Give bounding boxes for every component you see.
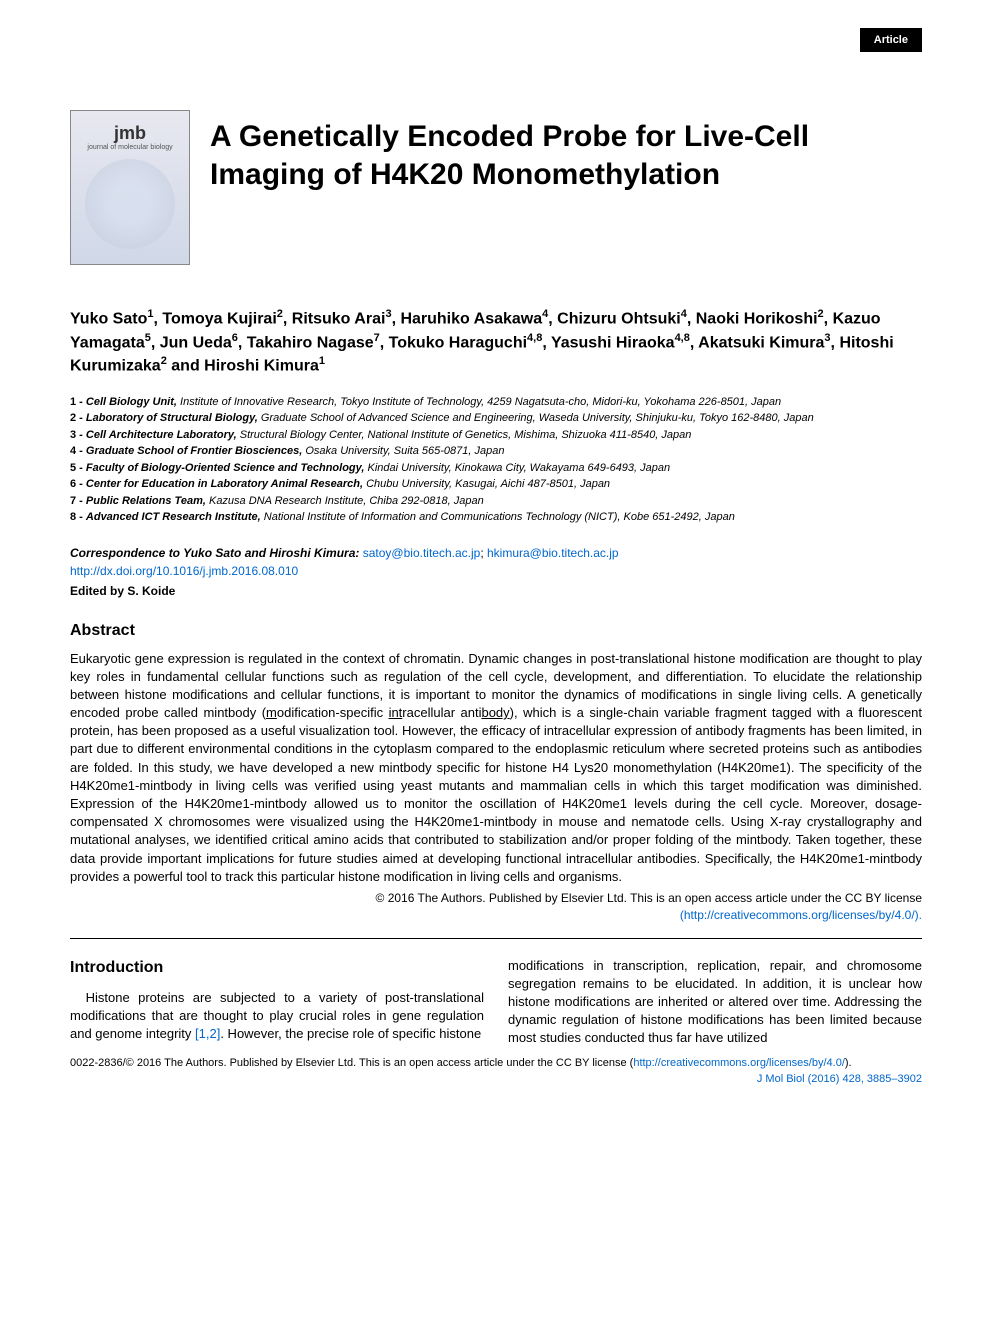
affiliations-list: 1 - Cell Biology Unit, Institute of Inno… <box>70 394 922 526</box>
affiliation-item: 1 - Cell Biology Unit, Institute of Inno… <box>70 394 922 411</box>
correspondence-email-1[interactable]: satoy@bio.titech.ac.jp <box>363 546 481 560</box>
license-url[interactable]: (http://creativecommons.org/licenses/by/… <box>680 908 922 922</box>
journal-abbrev: jmb <box>114 123 146 144</box>
footer-close-paren: ). <box>845 1057 852 1069</box>
affiliation-item: 7 - Public Relations Team, Kazusa DNA Re… <box>70 493 922 510</box>
journal-cover-art-icon <box>85 159 175 249</box>
introduction-heading: Introduction <box>70 957 484 979</box>
intro-para-left: Histone proteins are subjected to a vari… <box>70 989 484 1044</box>
intro-para-right: modifications in transcription, replicat… <box>508 957 922 1048</box>
abstract-heading: Abstract <box>70 622 922 640</box>
intro-col-right: modifications in transcription, replicat… <box>508 957 922 1048</box>
section-divider <box>70 938 922 939</box>
affiliation-item: 5 - Faculty of Biology-Oriented Science … <box>70 460 922 477</box>
edited-by: Edited by S. Koide <box>70 582 922 600</box>
correspondence-email-2[interactable]: hkimura@bio.titech.ac.jp <box>487 546 619 560</box>
article-type-badge: Article <box>860 28 922 52</box>
authors-list: Yuko Sato1, Tomoya Kujirai2, Ritsuko Ara… <box>70 307 922 378</box>
license-line: © 2016 The Authors. Published by Elsevie… <box>376 891 922 905</box>
doi-link[interactable]: http://dx.doi.org/10.1016/j.jmb.2016.08.… <box>70 564 298 578</box>
ref-link[interactable]: [1,2] <box>195 1026 220 1041</box>
correspondence-block: Correspondence to Yuko Sato and Hiroshi … <box>70 544 922 600</box>
footer-citation: J Mol Biol (2016) 428, 3885–3902 <box>757 1073 922 1085</box>
affiliation-item: 3 - Cell Architecture Laboratory, Struct… <box>70 427 922 444</box>
journal-cover-icon: jmb journal of molecular biology <box>70 110 190 265</box>
abstract-text: Eukaryotic gene expression is regulated … <box>70 650 922 886</box>
page: Article jmb journal of molecular biology… <box>0 0 992 1323</box>
affiliation-item: 6 - Center for Education in Laboratory A… <box>70 476 922 493</box>
journal-fullname: journal of molecular biology <box>87 144 172 151</box>
affiliation-item: 8 - Advanced ICT Research Institute, Nat… <box>70 509 922 526</box>
footer-copyright-text: 0022-2836/© 2016 The Authors. Published … <box>70 1057 633 1069</box>
correspondence-label: Correspondence to Yuko Sato and Hiroshi … <box>70 546 359 560</box>
affiliation-item: 2 - Laboratory of Structural Biology, Gr… <box>70 410 922 427</box>
license-text: © 2016 The Authors. Published by Elsevie… <box>70 890 922 924</box>
header-row: jmb journal of molecular biology A Genet… <box>70 110 922 265</box>
footer-row: J Mol Biol (2016) 428, 3885–3902 <box>70 1073 922 1085</box>
intro-columns: Introduction Histone proteins are subjec… <box>70 957 922 1048</box>
footer-license-link[interactable]: http://creativecommons.org/licenses/by/4… <box>633 1057 845 1069</box>
intro-col-left: Introduction Histone proteins are subjec… <box>70 957 484 1048</box>
footer-copyright: 0022-2836/© 2016 The Authors. Published … <box>70 1056 922 1071</box>
title-block: A Genetically Encoded Probe for Live-Cel… <box>210 110 922 193</box>
affiliation-item: 4 - Graduate School of Frontier Bioscien… <box>70 443 922 460</box>
paper-title: A Genetically Encoded Probe for Live-Cel… <box>210 118 922 193</box>
